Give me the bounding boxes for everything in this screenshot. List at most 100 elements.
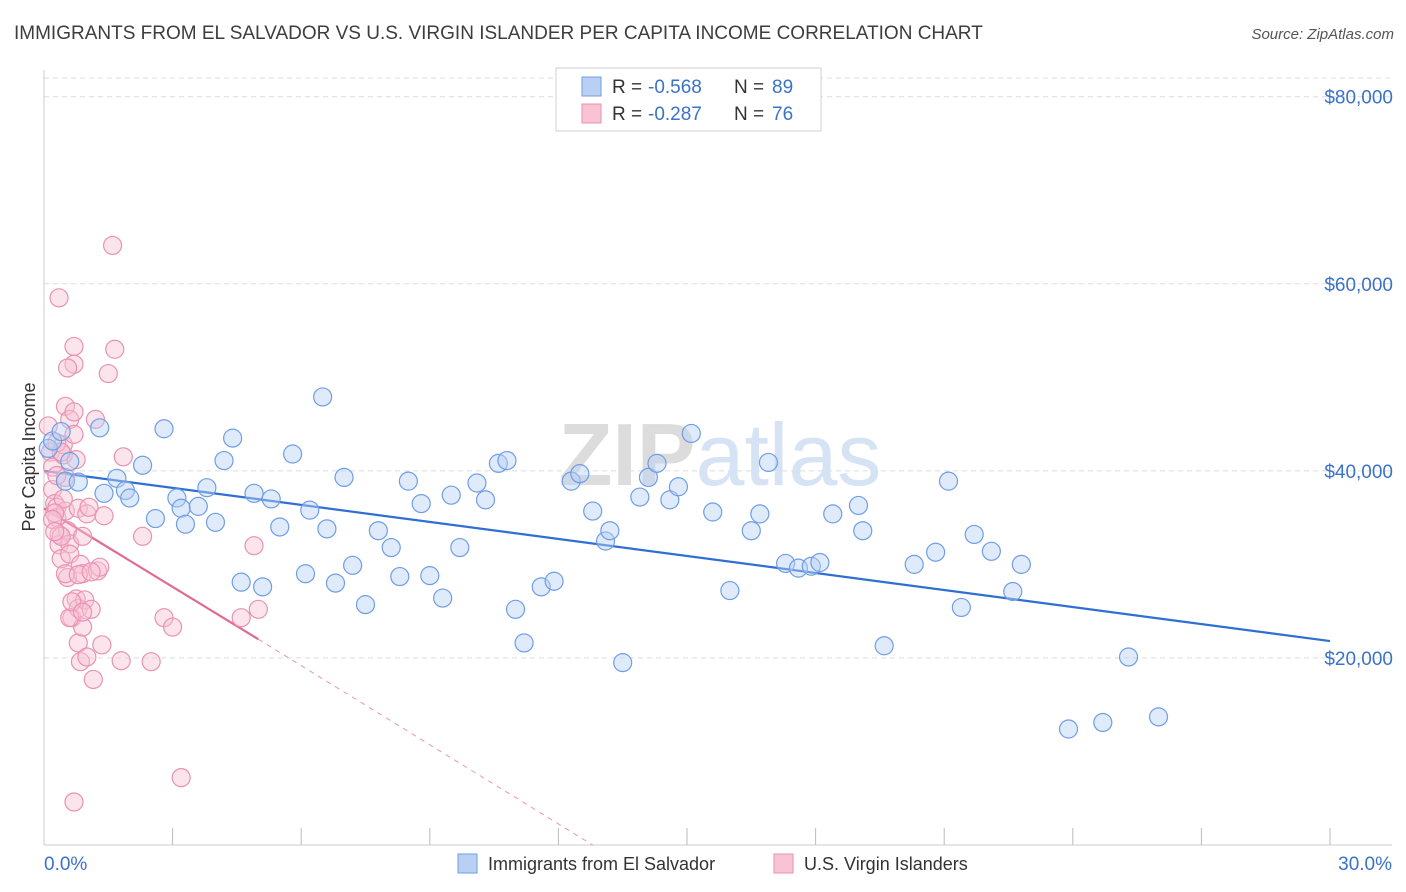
data-point-virgin-islanders [57, 358, 78, 378]
data-point-el-salvador [450, 537, 470, 558]
data-point-el-salvador [951, 597, 971, 618]
data-point-el-salvador [741, 521, 761, 541]
data-point-el-salvador [433, 588, 453, 608]
data-point-el-salvador [1003, 581, 1023, 602]
y-tick-label: $80,000 [1324, 88, 1393, 109]
data-point-el-salvador [981, 541, 1001, 561]
data-point-el-salvador [1148, 707, 1169, 727]
data-point-el-salvador [411, 493, 431, 514]
data-point-el-salvador [154, 419, 174, 439]
data-point-virgin-islanders [90, 557, 110, 577]
data-point-el-salvador [544, 571, 564, 591]
data-point-virgin-islanders [94, 506, 114, 526]
data-point-el-salvador [810, 552, 830, 573]
data-point-el-salvador [205, 512, 226, 532]
data-point-el-salvador [904, 554, 924, 574]
y-axis-label: Per Capita Income [19, 382, 39, 531]
data-point-el-salvador [253, 577, 273, 597]
data-point-el-salvador [313, 387, 333, 407]
data-point-el-salvador [60, 451, 80, 472]
data-point-virgin-islanders [64, 402, 84, 422]
legend-swatch-blue [581, 76, 602, 97]
data-point-virgin-islanders [68, 633, 88, 653]
data-point-virgin-islanders [64, 336, 84, 357]
data-point-el-salvador [964, 524, 984, 545]
data-point-el-salvador [51, 421, 71, 442]
data-point-el-salvador [398, 471, 418, 491]
data-point-el-salvador [938, 471, 959, 491]
y-tick-label: $60,000 [1324, 275, 1393, 296]
data-point-el-salvador [853, 521, 873, 541]
top-legend: R = -0.568 N = 89 R = -0.287 N = 76 [555, 67, 822, 132]
data-point-el-salvador [823, 504, 843, 524]
data-point-el-salvador [874, 636, 894, 656]
data-point-el-salvador [325, 573, 346, 593]
data-point-virgin-islanders [64, 792, 84, 812]
data-point-el-salvador [681, 423, 701, 444]
data-point-el-salvador [145, 508, 166, 529]
data-point-el-salvador [475, 490, 496, 510]
data-point-el-salvador [703, 502, 723, 522]
data-point-el-salvador [120, 488, 140, 508]
data-point-el-salvador [720, 580, 740, 601]
trend-lines [43, 469, 1331, 846]
data-point-el-salvador [775, 553, 796, 574]
data-point-el-salvador [505, 599, 526, 619]
bottom-legend-label-pink: U.S. Virgin Islanders [804, 854, 968, 874]
data-point-el-salvador [90, 418, 110, 438]
data-point-virgin-islanders [72, 617, 93, 637]
data-point-el-salvador [261, 489, 281, 509]
data-point-virgin-islanders [111, 651, 131, 671]
data-point-virgin-islanders [42, 509, 63, 530]
data-point-el-salvador [244, 483, 264, 503]
watermark: ZIPatlas [559, 405, 882, 504]
data-point-virgin-islanders [72, 602, 93, 622]
data-point-el-salvador [270, 517, 290, 537]
y-tick-label: $40,000 [1324, 462, 1393, 483]
data-point-el-salvador [441, 485, 461, 505]
data-point-virgin-islanders [132, 526, 153, 546]
data-point-el-salvador [390, 566, 410, 587]
bottom-legend: Immigrants from El Salvador U.S. Virgin … [457, 853, 968, 874]
data-point-el-salvador [1011, 554, 1031, 574]
data-point-el-salvador [197, 478, 217, 498]
data-point-virgin-islanders [81, 562, 101, 582]
data-point-el-salvador [381, 537, 401, 558]
data-point-el-salvador [638, 467, 659, 488]
data-point-el-salvador [1118, 647, 1139, 667]
data-point-el-salvador [583, 501, 603, 521]
data-point-el-salvador [1058, 719, 1079, 739]
data-point-el-salvador [167, 488, 187, 508]
x-axis-ticks [172, 828, 1331, 845]
data-point-virgin-islanders [141, 652, 161, 672]
y-axis-tick-labels: $20,000 $40,000 $60,000 $80,000 [1324, 88, 1393, 670]
legend-n-value-pink: 76 [772, 104, 793, 125]
data-point-virgin-islanders [244, 536, 264, 556]
series-el-salvador-points [38, 387, 1169, 739]
data-point-el-salvador [295, 564, 316, 584]
legend-n-label-pink: N = [734, 104, 764, 125]
data-point-el-salvador [188, 496, 208, 516]
data-point-el-salvador [613, 653, 633, 673]
data-point-virgin-islanders [45, 522, 65, 542]
data-point-virgin-islanders [113, 447, 133, 467]
data-point-el-salvador [231, 572, 251, 592]
data-point-virgin-islanders [79, 497, 99, 517]
data-point-virgin-islanders [98, 363, 118, 384]
data-point-el-salvador [223, 428, 243, 448]
chart-source: Source: ZipAtlas.com [1251, 26, 1394, 43]
legend-n-value-blue: 89 [772, 77, 793, 98]
bottom-legend-label-blue: Immigrants from El Salvador [488, 854, 715, 874]
data-point-el-salvador [926, 542, 946, 562]
data-point-el-salvador [368, 521, 388, 541]
data-point-virgin-islanders [72, 526, 93, 546]
data-point-virgin-islanders [102, 235, 123, 256]
data-point-el-salvador [497, 450, 517, 471]
data-point-el-salvador [595, 531, 616, 551]
legend-r-label-pink: R = [612, 104, 642, 125]
series-virgin-islanders-points [38, 235, 268, 812]
x-tick-label-max: 30.0% [1338, 854, 1392, 875]
chart-title: IMMIGRANTS FROM EL SALVADOR VS U.S. VIRG… [14, 23, 983, 44]
gridlines [44, 77, 1392, 659]
